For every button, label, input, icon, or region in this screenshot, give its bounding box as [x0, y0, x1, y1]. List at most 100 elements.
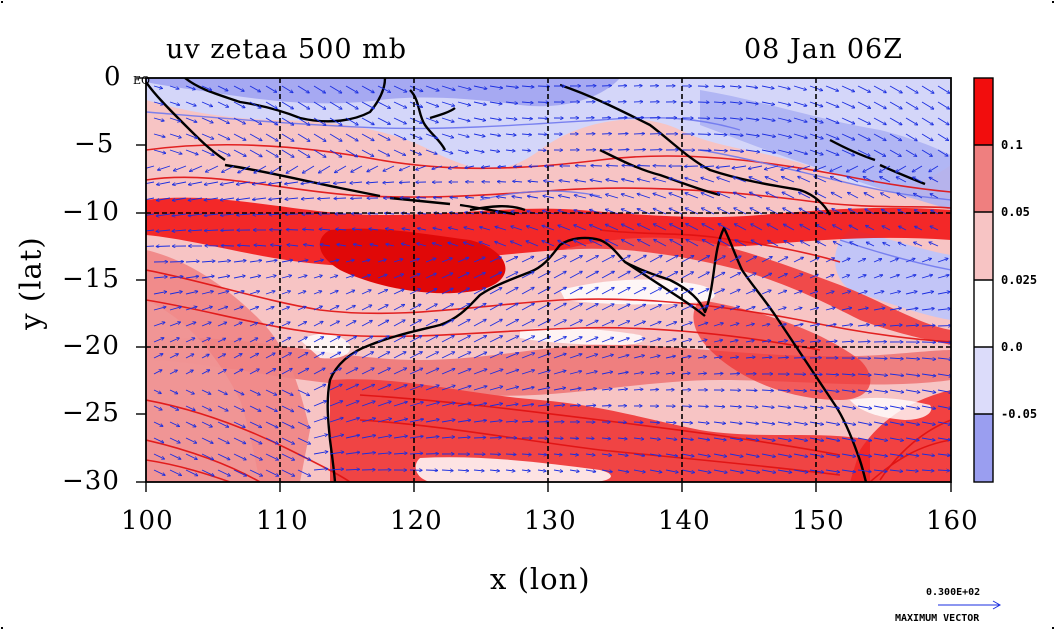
wind-vector — [649, 339, 661, 343]
wind-vector — [681, 373, 690, 374]
wind-vector — [473, 304, 486, 311]
wind-vector — [185, 85, 195, 90]
wind-vector — [377, 290, 388, 295]
wind-vector — [334, 182, 347, 183]
wind-vector — [569, 287, 582, 295]
wind-vector — [617, 150, 629, 151]
wind-vector — [249, 437, 262, 444]
wind-vector — [686, 240, 699, 247]
wind-vector — [146, 229, 155, 232]
wind-vector — [329, 291, 338, 295]
wind-vector — [441, 258, 452, 263]
wind-vector — [233, 291, 244, 295]
wind-vector — [297, 117, 310, 125]
wind-vector — [233, 338, 241, 343]
wind-vector — [249, 369, 259, 375]
wind-vector — [681, 438, 693, 440]
wind-vector — [670, 224, 683, 231]
wind-vector — [729, 273, 741, 279]
wind-vector — [590, 225, 603, 231]
wind-vector — [254, 245, 267, 246]
wind-vector — [665, 288, 677, 295]
wind-vector — [681, 272, 693, 279]
y-tick-label: −10 — [62, 197, 120, 227]
wind-vector — [297, 405, 310, 412]
wind-vector — [864, 193, 875, 199]
wind-vector — [297, 389, 309, 396]
wind-vector — [498, 166, 507, 167]
wind-vector — [473, 420, 486, 422]
wind-vector — [857, 405, 872, 409]
wind-vector — [418, 228, 427, 230]
wind-vector — [745, 324, 754, 327]
wind-vector — [649, 389, 658, 390]
wind-vector — [473, 369, 487, 375]
wind-vector — [249, 405, 261, 411]
wind-vector — [201, 322, 211, 327]
wind-vector — [473, 117, 486, 121]
wind-vector — [777, 274, 787, 279]
wind-vector — [146, 197, 155, 201]
wind-vector — [889, 358, 903, 359]
wind-vector — [825, 437, 840, 441]
wind-vector — [653, 179, 667, 183]
wind-vector — [185, 322, 196, 327]
wind-vector — [265, 291, 275, 295]
wind-vector — [930, 226, 939, 231]
wind-vector — [217, 117, 229, 123]
wind-vector — [930, 194, 939, 199]
wind-vector — [537, 387, 550, 391]
wind-vector — [329, 452, 344, 455]
wind-vector — [937, 117, 949, 125]
wind-vector — [889, 389, 904, 392]
wind-vector — [569, 354, 582, 359]
wind-vector — [217, 338, 226, 343]
wind-vector — [377, 352, 390, 359]
wind-vector — [313, 368, 325, 375]
wind-vector — [857, 149, 870, 156]
wind-vector — [345, 290, 355, 295]
wind-vector — [863, 177, 875, 183]
wind-vector — [825, 390, 839, 392]
wind-vector — [457, 420, 471, 423]
y-tick-label: −15 — [62, 264, 120, 294]
wind-vector — [777, 437, 791, 441]
wind-vector — [633, 255, 646, 263]
wind-vector — [800, 241, 811, 247]
wind-vector — [605, 209, 619, 215]
wind-vector — [377, 336, 389, 343]
wind-vector — [319, 229, 331, 230]
wind-vector — [542, 226, 555, 231]
wind-vector — [809, 324, 820, 326]
wind-vector — [377, 85, 391, 92]
wind-vector — [377, 259, 386, 263]
wind-vector — [377, 385, 391, 391]
x-tick-label: 150 — [792, 506, 845, 536]
wind-vector — [495, 242, 507, 247]
wind-vector — [185, 149, 198, 155]
wind-vector — [617, 372, 628, 375]
wind-vector — [857, 389, 872, 392]
wind-vector — [866, 242, 875, 247]
wind-vector — [481, 166, 491, 168]
wind-vector — [633, 389, 643, 390]
wind-vector — [169, 389, 178, 394]
wind-vector — [377, 101, 390, 108]
wind-vector — [665, 272, 678, 279]
wind-vector — [489, 336, 503, 343]
wind-vector — [713, 272, 725, 279]
wind-vector — [217, 437, 229, 444]
wind-vector — [236, 197, 251, 200]
wind-vector — [345, 384, 358, 391]
wind-vector — [601, 355, 613, 359]
wind-vector — [281, 437, 294, 444]
wind-vector — [830, 165, 843, 172]
wind-vector — [313, 101, 326, 109]
wind-vector — [169, 370, 177, 375]
wind-vector — [937, 437, 951, 440]
wind-vector — [393, 305, 405, 311]
wind-vector — [361, 133, 374, 141]
wind-vector — [505, 404, 518, 407]
wind-vector — [873, 275, 883, 279]
wind-vector — [329, 260, 339, 263]
